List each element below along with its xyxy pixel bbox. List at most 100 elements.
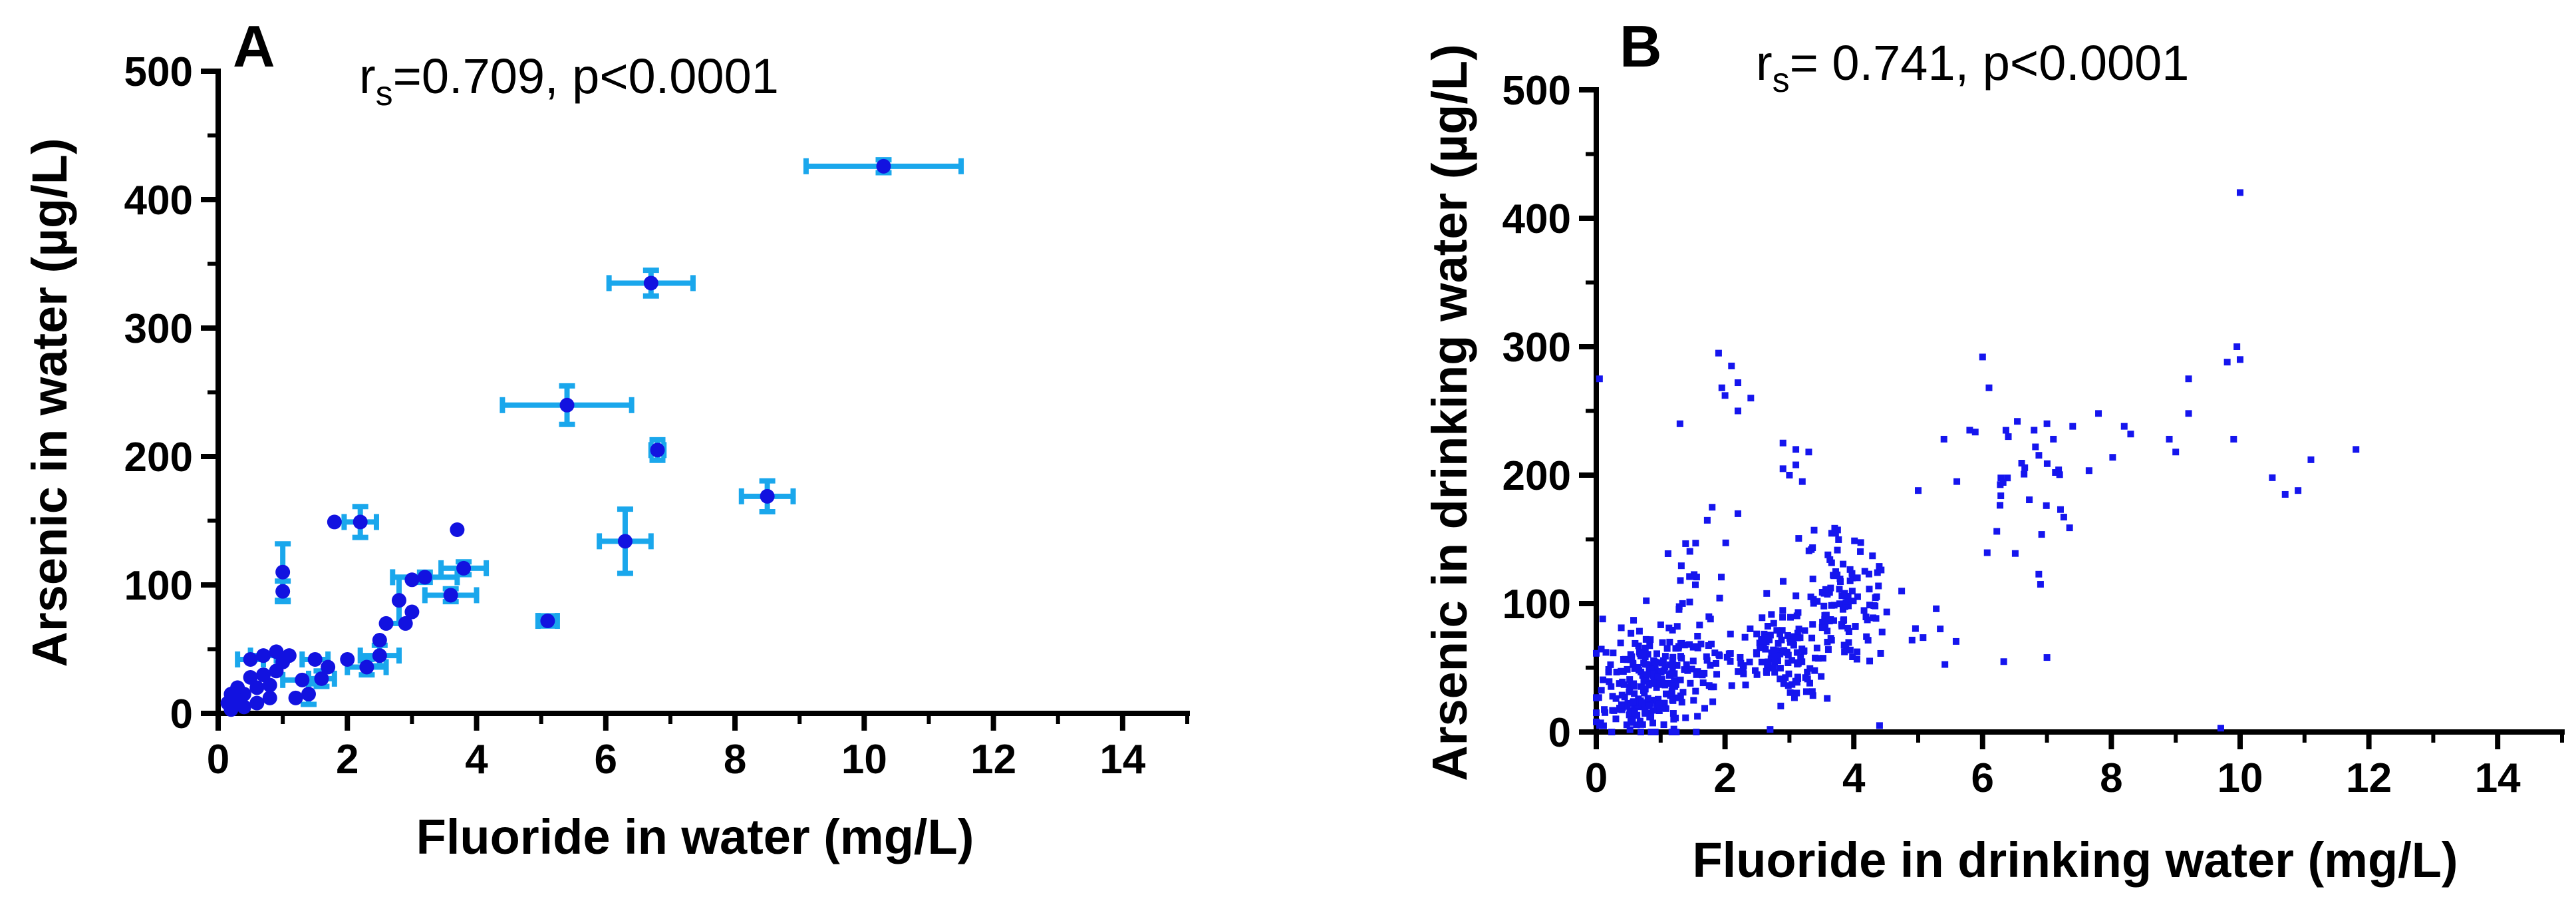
- panel-b-data-point: [1723, 653, 1731, 661]
- panel-b-data-point: [1596, 722, 1603, 729]
- panel-b-data-point: [1828, 637, 1835, 644]
- panel-b-data-point: [1795, 535, 1802, 542]
- panel-b-data-point: [1612, 715, 1620, 723]
- panel-b-data-point: [1861, 568, 1868, 575]
- panel-b-data-point: [1814, 598, 1821, 605]
- panel-b-data-point: [1693, 671, 1700, 678]
- panel-b-data-point: [2043, 420, 2051, 427]
- panel-b-y-axis-title: Arsenic in drinking water (µg/L): [1422, 44, 1477, 781]
- panel-b-data-point: [2026, 496, 2033, 504]
- panel-b-data-point: [2011, 550, 2019, 557]
- panel-b-data-point: [1806, 679, 1813, 687]
- panel-b-data-point: [1651, 663, 1659, 670]
- panel-b-data-point: [2057, 506, 2064, 513]
- panel-b-data-point: [1818, 673, 1825, 680]
- panel-b-data-point: [1633, 721, 1640, 729]
- panel-a-y-tick-label: 300: [124, 306, 193, 352]
- panel-b-data-point: [1651, 729, 1659, 735]
- panel-b-data-point: [1667, 670, 1674, 677]
- panel-b-data-point: [1624, 665, 1631, 673]
- panel-b-data-point: [1686, 598, 1693, 606]
- panel-b-data-point: [2035, 452, 2043, 459]
- panel-b-x-tick-label: 4: [1842, 755, 1866, 801]
- panel-b-data-point: [1677, 654, 1685, 661]
- panel-b-data-point: [1672, 681, 1679, 688]
- panel-b-data-point: [2066, 524, 2073, 532]
- panel-b-data-point: [1845, 639, 1852, 646]
- panel-b-data-point: [1785, 651, 1792, 659]
- panel-b-y-tick-label: 400: [1503, 196, 1571, 242]
- panel-b-data-point: [1844, 593, 1852, 600]
- panel-b-data-point: [1644, 671, 1651, 678]
- panel-b-data-point: [1630, 617, 1638, 624]
- panel-b-data-point: [1649, 670, 1656, 677]
- panel-b-data-point: [1639, 671, 1646, 679]
- panel-a-x-tick-label: 4: [465, 737, 488, 783]
- panel-b-data-point: [1769, 652, 1777, 659]
- panel-b-data-point: [1824, 628, 1831, 635]
- panel-b-data-point: [1794, 630, 1801, 637]
- panel-b-data-point: [1826, 618, 1833, 625]
- panel-b-data-point: [2014, 418, 2021, 425]
- panel-b-data-point: [2031, 427, 2038, 434]
- panel-b-data-point: [1692, 687, 1699, 695]
- panel-b-data-point: [1600, 676, 1607, 683]
- panel-b-data-point: [1860, 607, 1868, 614]
- panel-b-x-tick-label: 6: [1971, 755, 1994, 801]
- panel-b-data-point: [1787, 614, 1794, 621]
- panel-a-r-symbol: r: [359, 49, 376, 104]
- panel-b-data-point: [1953, 478, 1961, 485]
- panel-b-data-point: [1794, 659, 1802, 667]
- panel-b-data-point: [1853, 655, 1860, 663]
- panel-b-data-point: [1836, 586, 1843, 593]
- panel-a-data-point: [443, 588, 458, 603]
- panel-b-data-point: [1601, 706, 1608, 713]
- panel-b-data-point: [1689, 657, 1697, 665]
- panel-b-data-point: [1721, 392, 1729, 399]
- panel-b-data-point: [1753, 649, 1760, 656]
- panel-a-data-point: [275, 584, 291, 599]
- panel-b-data-point: [1840, 641, 1848, 649]
- panel-a-r-subscript: s: [376, 75, 393, 113]
- panel-b-data-point: [1654, 673, 1661, 681]
- panel-b-data-point: [1854, 593, 1861, 600]
- panel-b-data-point: [1681, 666, 1688, 673]
- panel-b-data-point: [2043, 654, 2051, 661]
- panel-b-data-point: [1605, 665, 1612, 673]
- panel-b-data-point: [1852, 623, 1859, 630]
- panel-b-data-point: [1865, 570, 1872, 578]
- panel-b-data-point: [1703, 657, 1711, 664]
- panel-b-data-point: [1660, 721, 1667, 729]
- panel-b-data-point: [1834, 571, 1841, 578]
- panel-b-x-tick-label: 12: [2346, 755, 2392, 801]
- panel-b-y-tick-label: 300: [1503, 325, 1571, 371]
- panel-b-data-point: [1876, 563, 1883, 570]
- panel-b-data-point: [1838, 621, 1845, 628]
- panel-b-data-point: [1677, 577, 1684, 584]
- panel-b-data-point: [1727, 657, 1734, 665]
- panel-a-data-point: [417, 570, 432, 585]
- panel-b-data-point: [1806, 665, 1814, 672]
- panel-a-axes: 0 2 4 6 8 10 12 14 0 100 200 300 400 500: [124, 49, 1190, 783]
- panel-b-data-point: [1758, 636, 1765, 643]
- panel-b-data-point: [1644, 695, 1651, 702]
- panel-b-data-point: [1805, 547, 1812, 554]
- panel-b-data-point: [1686, 641, 1693, 648]
- panel-b-data-point: [1649, 707, 1657, 714]
- panel-b-data-point: [2230, 435, 2237, 443]
- panel-b-data-point: [1627, 651, 1634, 658]
- panel-b-data-point: [1765, 658, 1772, 665]
- panel-b-data-point: [1841, 648, 1848, 655]
- panel-b-data-point: [1752, 667, 1759, 674]
- panel-b-data-point: [1653, 667, 1661, 675]
- panel-b-data-point: [1677, 562, 1685, 570]
- panel-b-data-point: [1763, 634, 1771, 641]
- panel-b-data-point: [1933, 605, 1940, 612]
- panel-b-data-point: [2085, 467, 2092, 474]
- panel-b-data-point: [1864, 637, 1872, 644]
- panel-b-data-point: [1840, 560, 1847, 568]
- panel-b-data-point: [2004, 474, 2011, 482]
- panel-b-data-point: [1691, 571, 1698, 578]
- panel-b-data-point: [1767, 726, 1774, 733]
- panel-b-data-point: [1694, 632, 1701, 639]
